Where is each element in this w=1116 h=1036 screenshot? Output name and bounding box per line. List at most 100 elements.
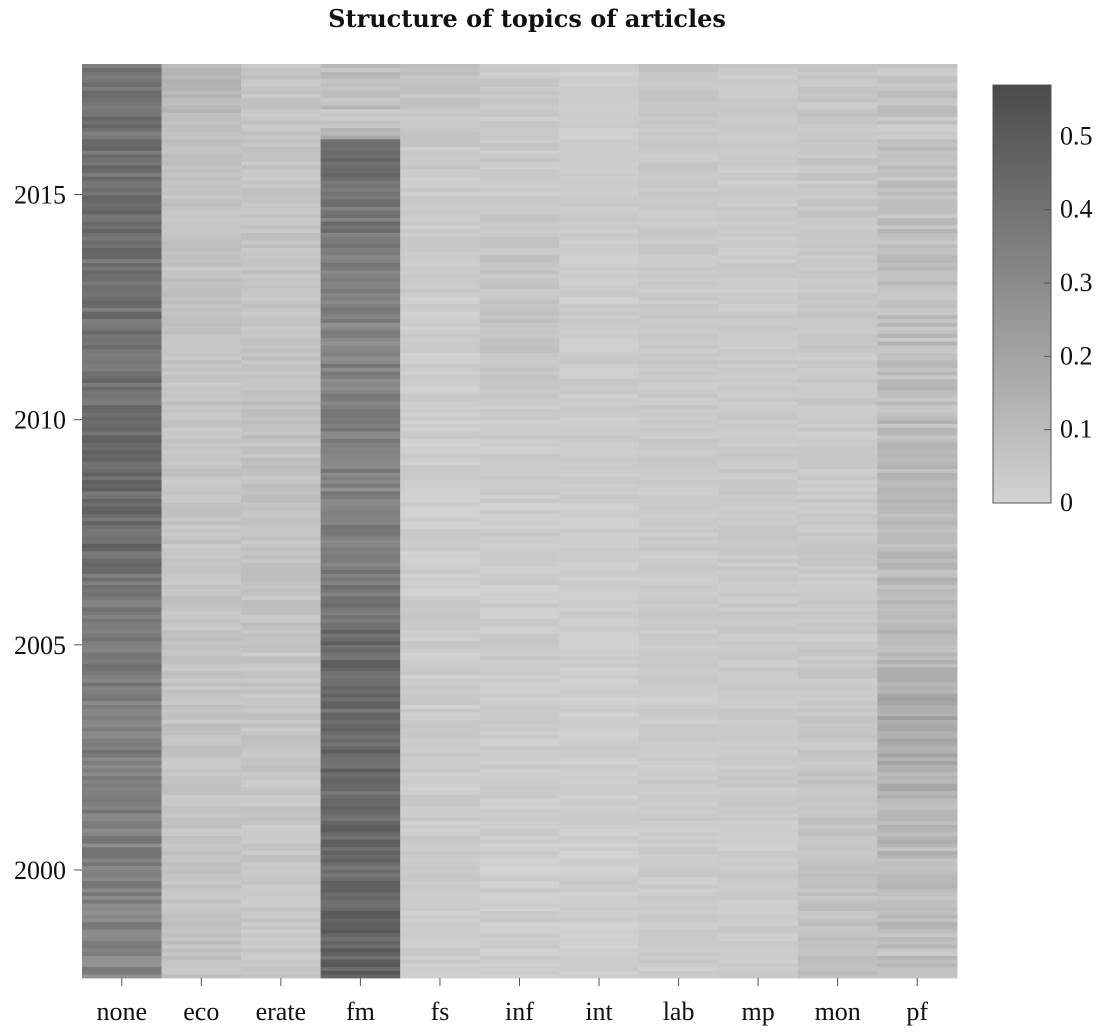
heatmap-cell: [797, 771, 878, 777]
heatmap-cell: [320, 153, 401, 159]
heatmap-cell: [479, 464, 560, 469]
heatmap-cell: [320, 903, 401, 908]
heatmap-cell: [877, 251, 958, 256]
heatmap-cell: [400, 67, 481, 72]
heatmap-cell: [479, 326, 560, 331]
heatmap-cell: [320, 446, 401, 451]
heatmap-cell: [82, 899, 162, 904]
heatmap-cell: [241, 745, 322, 750]
heatmap-cell: [320, 513, 401, 518]
heatmap-cell: [400, 64, 481, 69]
heatmap-cell: [400, 936, 481, 941]
heatmap-cell: [479, 423, 560, 428]
heatmap-cell: [718, 374, 799, 380]
heatmap-cell: [82, 517, 162, 522]
heatmap-cell: [241, 502, 322, 507]
heatmap-cell: [559, 438, 640, 443]
heatmap-cell: [638, 835, 719, 840]
heatmap-cell: [241, 266, 322, 271]
heatmap-cell: [320, 910, 401, 915]
heatmap-cell: [797, 809, 878, 814]
heatmap-cell: [161, 198, 242, 203]
heatmap-cell: [82, 277, 162, 282]
heatmap-cell: [797, 734, 878, 739]
heatmap-cell: [320, 412, 401, 417]
heatmap-cell: [241, 183, 322, 189]
heatmap-cell: [797, 71, 878, 76]
heatmap-cell: [718, 198, 799, 203]
heatmap-cell: [877, 513, 958, 518]
heatmap-cell: [797, 389, 878, 395]
heatmap-cell: [479, 419, 560, 425]
heatmap-cell: [82, 944, 162, 949]
heatmap-cell: [400, 891, 481, 896]
heatmap-cell: [320, 341, 401, 346]
heatmap-cell: [638, 944, 719, 949]
heatmap-cell: [638, 569, 719, 574]
heatmap-cell: [797, 779, 878, 784]
heatmap-cell: [241, 974, 322, 979]
heatmap-cell: [797, 498, 878, 503]
heatmap-cell: [559, 502, 640, 507]
heatmap-cell: [718, 277, 799, 282]
heatmap-cell: [161, 352, 242, 357]
heatmap-cell: [320, 142, 401, 147]
heatmap-cell: [320, 93, 401, 99]
heatmap-cell: [559, 461, 640, 466]
heatmap-cell: [638, 869, 719, 874]
heatmap-cell: [638, 262, 719, 267]
heatmap-cell: [877, 434, 958, 439]
heatmap-cell: [82, 734, 162, 739]
heatmap-cell: [400, 730, 481, 735]
heatmap-cell: [559, 202, 640, 207]
heatmap-cell: [241, 524, 322, 529]
heatmap-cell: [161, 734, 242, 739]
heatmap-cell: [161, 678, 242, 683]
heatmap-cell: [400, 296, 481, 301]
heatmap-cell: [400, 820, 481, 825]
heatmap-cell: [82, 206, 162, 211]
heatmap-cell: [82, 101, 162, 106]
heatmap-cell: [241, 565, 322, 571]
heatmap-cell: [320, 610, 401, 616]
heatmap-cell: [797, 232, 878, 237]
heatmap-cell: [877, 71, 958, 76]
heatmap-cell: [241, 82, 322, 87]
heatmap-cell: [797, 292, 878, 297]
heatmap-cell: [718, 603, 799, 608]
heatmap-cell: [82, 948, 162, 953]
heatmap-cell: [559, 322, 640, 327]
heatmap-cell: [718, 577, 799, 582]
heatmap-cell: [241, 105, 322, 110]
heatmap-cell: [479, 820, 560, 825]
heatmap-cell: [479, 610, 560, 616]
heatmap-cell: [161, 933, 242, 938]
heatmap-cell: [320, 356, 401, 361]
heatmap-cell: [320, 75, 401, 80]
heatmap-cell: [241, 356, 322, 361]
heatmap-cell: [718, 906, 799, 911]
heatmap-cell: [797, 187, 878, 192]
heatmap-cell: [638, 584, 719, 589]
heatmap-cell: [320, 712, 401, 717]
heatmap-cell: [479, 918, 560, 923]
y-tick-label-2000: 2000: [14, 856, 66, 885]
heatmap-cell: [320, 865, 401, 870]
heatmap-cell: [797, 644, 878, 649]
heatmap-cell: [82, 344, 162, 350]
heatmap-cell: [559, 314, 640, 320]
heatmap-cell: [320, 603, 401, 608]
heatmap-cell: [797, 371, 878, 376]
heatmap-cell: [559, 67, 640, 72]
heatmap-cell: [400, 491, 481, 496]
heatmap-cell: [161, 299, 242, 305]
heatmap-cell: [479, 397, 560, 402]
heatmap-cell: [82, 521, 162, 526]
heatmap-cell: [559, 90, 640, 95]
heatmap-cell: [638, 296, 719, 301]
heatmap-cell: [559, 933, 640, 938]
heatmap-cell: [638, 760, 719, 765]
heatmap-cell: [638, 97, 719, 102]
heatmap-cell: [320, 176, 401, 181]
heatmap-cell: [797, 966, 878, 971]
